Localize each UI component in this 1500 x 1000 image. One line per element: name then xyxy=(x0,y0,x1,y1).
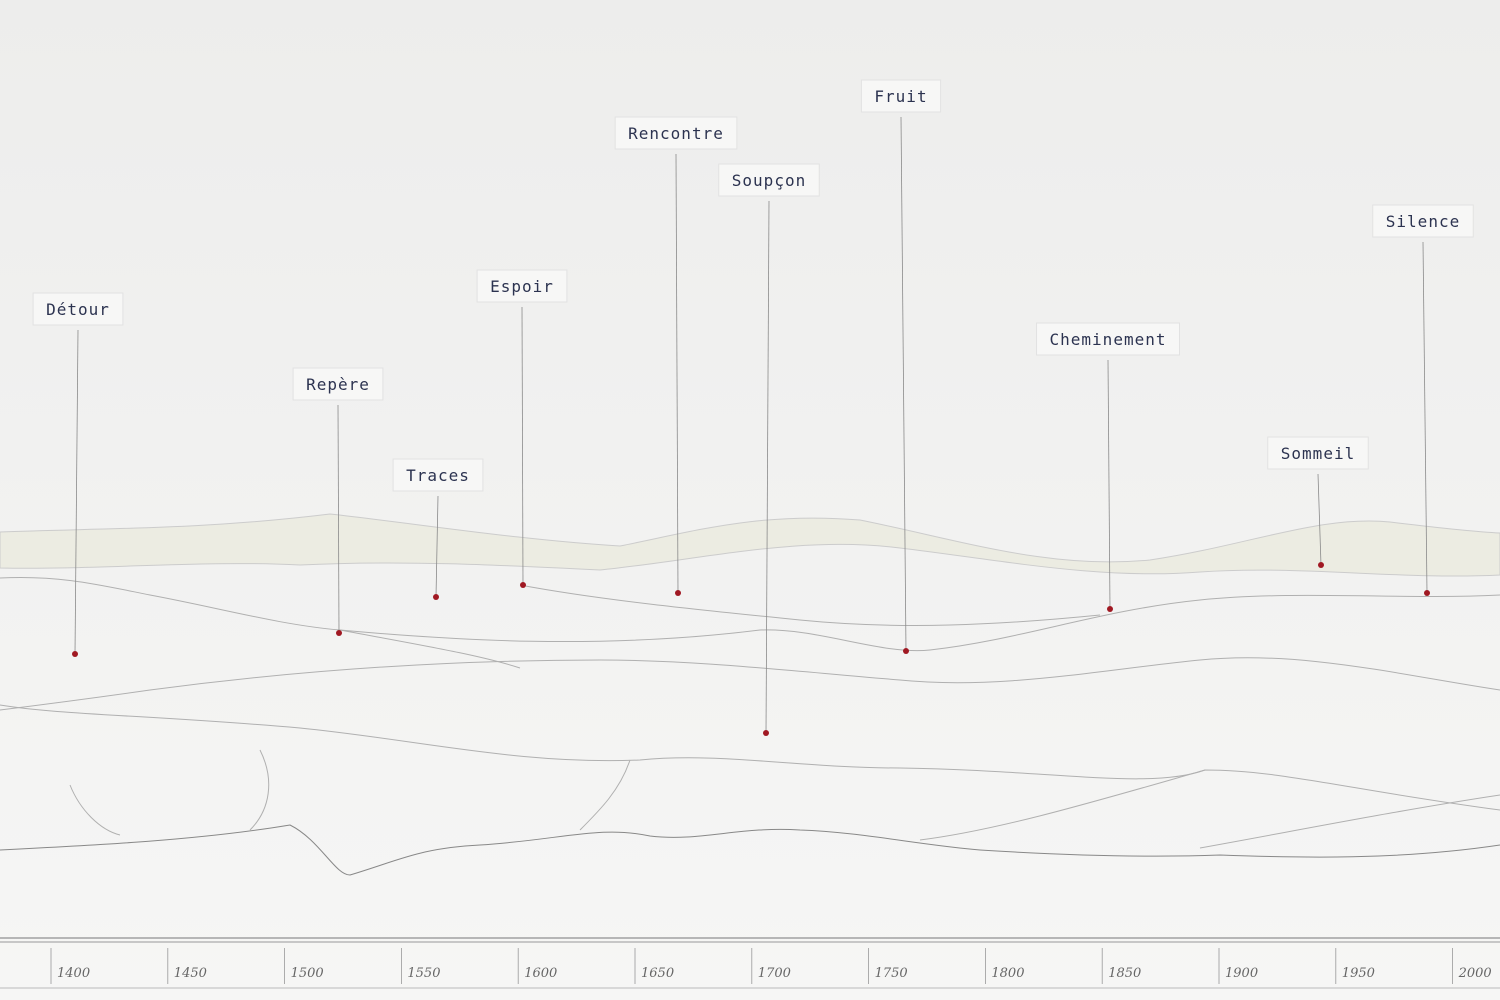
pin-dot xyxy=(903,648,909,654)
pin-dot xyxy=(72,651,78,657)
label-paper xyxy=(1036,322,1180,356)
tick-label: 1500 xyxy=(291,966,324,981)
label-paper xyxy=(32,292,124,326)
pin-dot xyxy=(336,630,342,636)
tick-label: 1450 xyxy=(174,966,207,981)
tick-label: 1700 xyxy=(758,966,791,981)
pin-label: Espoir xyxy=(490,277,554,296)
pin-string xyxy=(337,404,340,634)
pin-string xyxy=(900,116,907,652)
pin-dot xyxy=(433,594,439,600)
pin-label: Silence xyxy=(1386,212,1460,231)
pin: Détour xyxy=(32,292,124,657)
tick-label: 1950 xyxy=(1342,966,1375,981)
pin-dot xyxy=(1107,606,1113,612)
label-paper xyxy=(292,367,384,401)
pin: Sommeil xyxy=(1267,436,1369,568)
tick-label: 1650 xyxy=(641,966,674,981)
label-paper xyxy=(1372,204,1474,238)
tick-label: 1800 xyxy=(991,966,1024,981)
pin: Fruit xyxy=(860,79,942,654)
pin-label: Cheminement xyxy=(1050,330,1167,349)
label-paper xyxy=(392,458,484,492)
pin: Soupçon xyxy=(718,163,820,736)
label-paper xyxy=(614,116,738,150)
pin-string xyxy=(1107,359,1111,610)
pin: Traces xyxy=(392,458,484,600)
pin-label: Rencontre xyxy=(628,124,724,143)
pin-string xyxy=(675,153,679,594)
timeline xyxy=(0,937,1500,989)
label-paper xyxy=(1267,436,1369,470)
pin-dot xyxy=(675,590,681,596)
pin-string xyxy=(521,306,524,586)
pins: Détour Repère Traces Espoir Rencontre Soupçon… xyxy=(32,79,1474,736)
label-paper xyxy=(860,79,942,113)
landscape xyxy=(0,513,1500,876)
pin-string xyxy=(435,495,439,598)
pin: Espoir xyxy=(476,269,568,588)
pin: Cheminement xyxy=(1036,322,1180,612)
pin-dot xyxy=(520,582,526,588)
pin-label: Traces xyxy=(406,466,470,485)
pin: Rencontre xyxy=(614,116,738,596)
tick-label: 1400 xyxy=(57,966,90,981)
pin-label: Repère xyxy=(306,375,370,394)
pin-string xyxy=(1317,473,1322,566)
tick-label: 1550 xyxy=(407,966,440,981)
pin-label: Fruit xyxy=(874,87,927,106)
pin-string xyxy=(1422,241,1428,594)
pin: Silence xyxy=(1372,204,1474,596)
pin-string xyxy=(74,329,79,655)
tick-label: 1850 xyxy=(1108,966,1141,981)
tick-label: 2000 xyxy=(1458,966,1492,981)
pin-label: Sommeil xyxy=(1281,444,1355,463)
tick-label: 1600 xyxy=(524,966,557,981)
pin-dot xyxy=(763,730,769,736)
tick-label: 1750 xyxy=(875,966,908,981)
pin-dot xyxy=(1424,590,1430,596)
pin-label: Détour xyxy=(46,300,110,319)
label-paper xyxy=(718,163,820,197)
timeline-ticks: 1400 1450 1500 1550 1600 1650 1700 1750 1800 1850… xyxy=(50,948,1492,984)
pin-string xyxy=(765,200,770,734)
pin-label: Soupçon xyxy=(732,171,806,190)
pin-dot xyxy=(1318,562,1324,568)
pin: Repère xyxy=(292,367,384,636)
tick-label: 1900 xyxy=(1225,966,1258,981)
label-paper xyxy=(476,269,568,303)
